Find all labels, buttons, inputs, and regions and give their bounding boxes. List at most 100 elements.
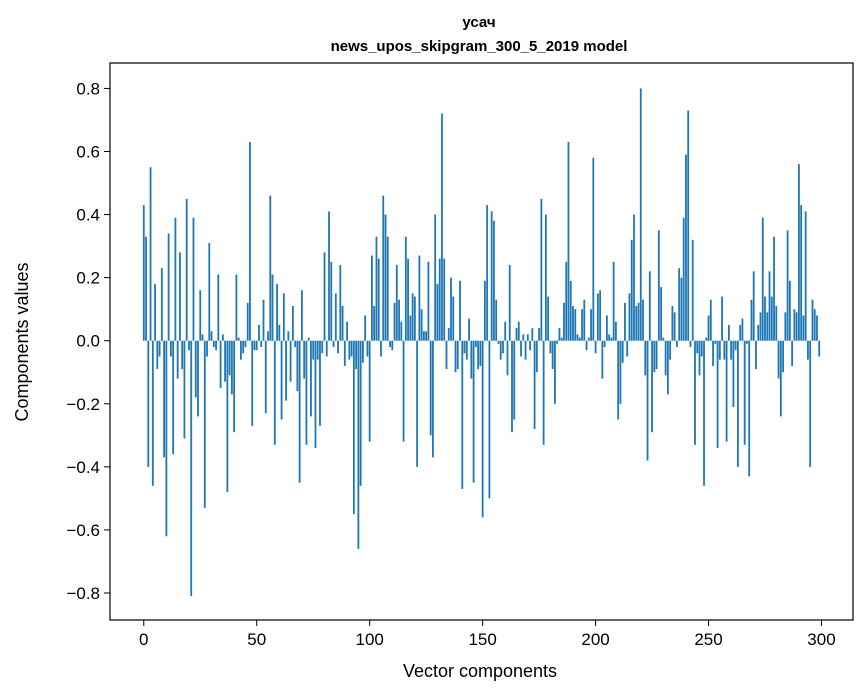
bar xyxy=(206,340,208,357)
bar xyxy=(486,205,489,341)
bar xyxy=(511,340,513,433)
bar xyxy=(628,293,631,341)
bar xyxy=(154,283,156,341)
bar xyxy=(610,337,613,341)
bar xyxy=(199,290,202,341)
y-tick-label: −0.6 xyxy=(66,521,100,540)
bar xyxy=(203,340,206,508)
bar xyxy=(633,214,635,341)
bar xyxy=(639,88,642,341)
bar xyxy=(795,312,798,341)
bar xyxy=(215,340,217,351)
bar xyxy=(244,340,247,348)
bar xyxy=(260,340,263,348)
bar xyxy=(188,340,190,351)
bar xyxy=(707,315,710,341)
bar xyxy=(328,211,330,341)
bar xyxy=(800,205,803,341)
bar xyxy=(723,340,726,360)
bar xyxy=(786,230,789,341)
bar xyxy=(669,340,672,360)
bar xyxy=(657,230,660,341)
bar xyxy=(779,340,782,417)
bar xyxy=(474,340,477,348)
bar xyxy=(662,337,665,341)
bar xyxy=(332,340,335,348)
y-tick-label: 0.6 xyxy=(76,142,100,161)
chart-subtitle: news_upos_skipgram_300_5_2019 model xyxy=(331,38,628,55)
x-tick-label: 0 xyxy=(139,630,148,649)
bar xyxy=(773,236,775,341)
bar xyxy=(513,340,516,420)
bar xyxy=(350,340,353,357)
bar xyxy=(560,337,563,341)
bar xyxy=(346,321,348,341)
bar xyxy=(526,334,529,341)
bar xyxy=(194,340,197,398)
bar xyxy=(748,340,751,477)
bar xyxy=(793,309,796,341)
bar xyxy=(694,340,696,445)
bar xyxy=(587,337,590,341)
bar xyxy=(653,340,656,373)
bar xyxy=(651,340,653,433)
bar xyxy=(782,340,784,373)
bar xyxy=(208,242,211,341)
bar xyxy=(660,287,662,341)
bar xyxy=(169,340,172,357)
bar xyxy=(590,309,592,341)
bar xyxy=(696,340,699,354)
bar xyxy=(174,217,177,341)
bar xyxy=(490,211,493,341)
bar xyxy=(160,268,163,341)
bar xyxy=(377,258,380,341)
bar xyxy=(151,340,154,486)
bar xyxy=(646,340,649,461)
bar xyxy=(741,318,744,341)
bar xyxy=(210,331,213,341)
bar xyxy=(459,280,461,341)
bar xyxy=(802,315,805,341)
bar xyxy=(709,299,712,341)
bar xyxy=(267,331,269,341)
bar xyxy=(185,198,188,341)
bar xyxy=(156,340,159,370)
bar xyxy=(581,309,583,341)
bar xyxy=(549,340,552,354)
bar xyxy=(716,340,719,448)
bar xyxy=(305,340,308,445)
bar xyxy=(700,340,703,357)
bar xyxy=(314,340,317,448)
bar xyxy=(635,306,638,341)
bar xyxy=(617,340,620,420)
bar xyxy=(145,236,147,341)
bar xyxy=(499,340,502,360)
bar xyxy=(197,340,199,417)
bar xyxy=(373,306,376,341)
y-axis-label: Components values xyxy=(12,262,32,421)
bar xyxy=(465,340,468,360)
bar xyxy=(404,236,407,341)
bar xyxy=(506,340,509,376)
bar xyxy=(551,340,554,370)
bar xyxy=(296,340,299,392)
bar xyxy=(255,340,258,351)
bar xyxy=(529,340,531,351)
bar xyxy=(755,340,757,370)
bar xyxy=(343,340,346,366)
bar xyxy=(671,306,674,341)
bar xyxy=(572,306,574,341)
bar xyxy=(468,318,470,341)
bar xyxy=(246,302,249,341)
bar xyxy=(192,217,195,341)
bar xyxy=(357,340,360,549)
bar xyxy=(655,340,658,370)
bar xyxy=(685,154,687,341)
bar xyxy=(253,340,256,351)
bar xyxy=(737,340,739,467)
bar xyxy=(578,337,581,341)
bar xyxy=(689,340,692,348)
bar xyxy=(181,340,184,370)
bar xyxy=(393,302,396,341)
